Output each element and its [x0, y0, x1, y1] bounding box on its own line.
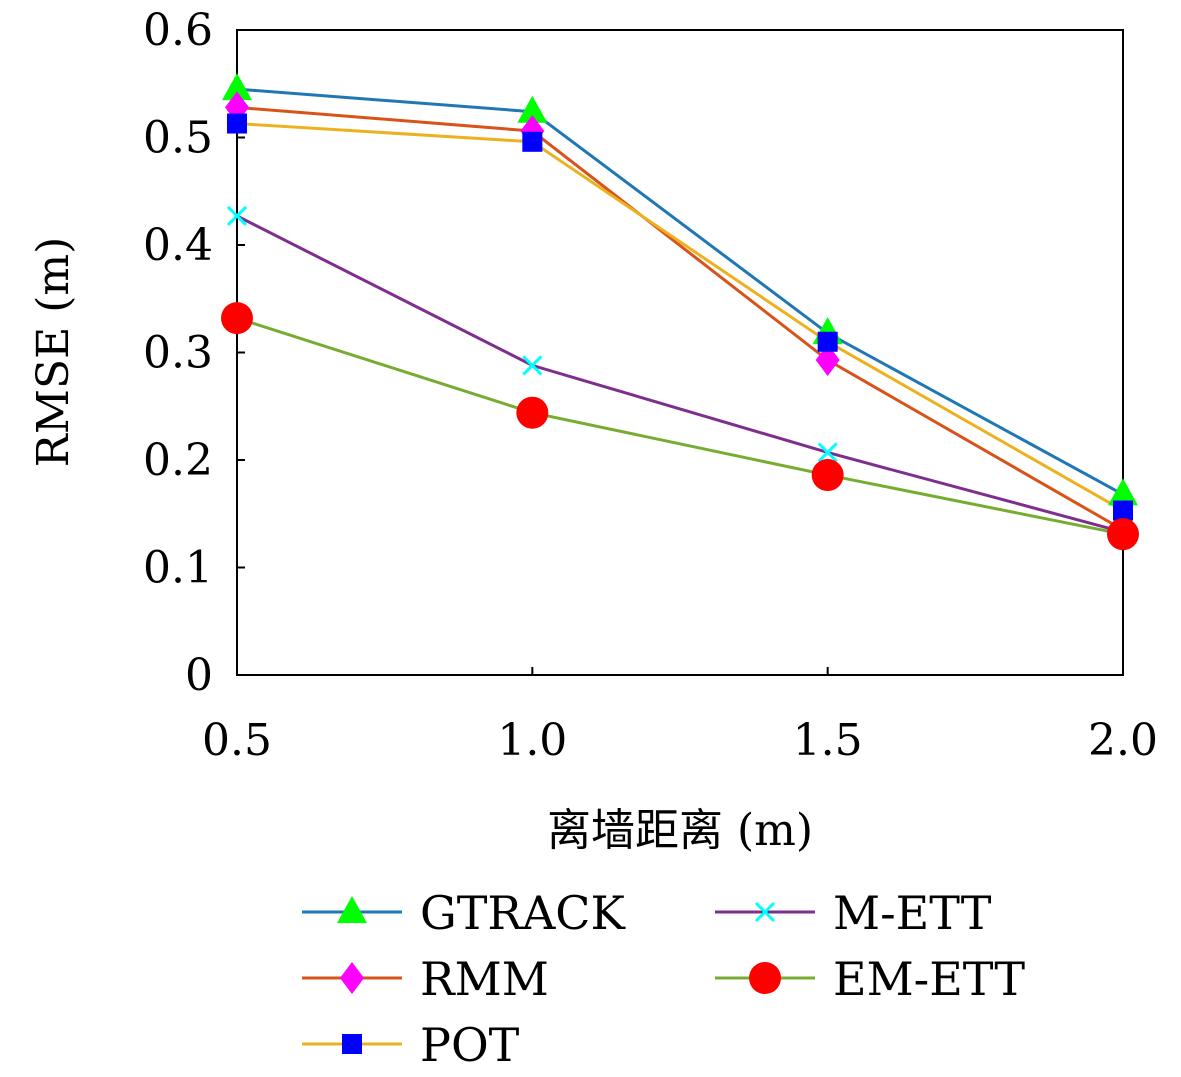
- y-tick-label: 0.2: [143, 435, 213, 486]
- data-point-em-ett: [811, 459, 844, 492]
- series-line-m-ett: [236, 214, 1124, 534]
- x-tick-label: 1.5: [793, 715, 863, 766]
- legend-marker-rmm: [340, 962, 364, 994]
- data-point-pot: [227, 113, 247, 134]
- data-point-m-ett: [226, 205, 248, 227]
- legend-label-gtrack: GTRACK: [420, 886, 626, 940]
- legend-label-rmm: RMM: [420, 952, 549, 1006]
- x-tick-label: 1.0: [497, 715, 567, 766]
- legend-marker-pot: [342, 1034, 362, 1054]
- y-axis-title: RMSE (m): [28, 237, 79, 467]
- data-point-pot: [1113, 500, 1133, 521]
- series-lines: [236, 87, 1124, 536]
- series-markers: [221, 73, 1139, 551]
- legend-label-pot: POT: [420, 1018, 520, 1072]
- data-point-em-ett: [1107, 518, 1139, 551]
- y-tick-label: 0.4: [143, 220, 213, 271]
- legend-marker-gtrack: [337, 896, 367, 923]
- x-axis: 0.5 1.0 1.5 2.0: [202, 667, 1158, 766]
- series-line-em-ett: [236, 316, 1124, 536]
- legend-marker-m-ett: [754, 901, 776, 923]
- legend-marker-em-ett: [749, 962, 781, 994]
- y-tick-label: 0: [185, 650, 213, 701]
- legend-label-m-ett: M-ETT: [833, 886, 992, 940]
- data-point-gtrack: [517, 95, 548, 123]
- series-line-gtrack: [236, 87, 1124, 496]
- legend-label-em-ett: EM-ETT: [833, 952, 1025, 1006]
- data-point-gtrack: [1108, 478, 1138, 506]
- data-point-m-ett: [817, 442, 838, 463]
- data-point-em-ett: [221, 302, 253, 335]
- y-tick-label: 0.6: [143, 5, 213, 56]
- series-line-pot: [236, 122, 1124, 512]
- data-point-pot: [817, 331, 838, 352]
- legend-item-m-ett: M-ETT: [715, 886, 992, 940]
- data-point-gtrack: [222, 73, 252, 101]
- legend-item-pot: POT: [302, 1018, 520, 1072]
- y-tick-label: 0.1: [143, 543, 213, 594]
- data-point-rmm: [815, 344, 840, 377]
- data-point-em-ett: [516, 396, 549, 429]
- x-axis-title: 离墙距离 (m): [547, 805, 813, 856]
- legend-item-gtrack: GTRACK: [302, 886, 626, 940]
- x-tick-label: 2.0: [1088, 715, 1158, 766]
- x-tick-label: 0.5: [202, 715, 272, 766]
- legend-item-rmm: RMM: [302, 952, 549, 1006]
- y-axis: 0 0.1 0.2 0.3 0.4 0.5 0.6: [143, 5, 245, 701]
- legend-item-em-ett: EM-ETT: [715, 952, 1025, 1006]
- data-point-m-ett: [522, 355, 543, 376]
- plot-area-frame: [236, 29, 1124, 676]
- y-tick-label: 0.3: [143, 328, 213, 379]
- y-tick-label: 0.5: [143, 113, 213, 164]
- data-point-pot: [522, 131, 543, 152]
- legend: GTRACK RMM POT M-ETT EM-ETT: [302, 886, 1025, 1072]
- series-line-rmm: [236, 105, 1124, 532]
